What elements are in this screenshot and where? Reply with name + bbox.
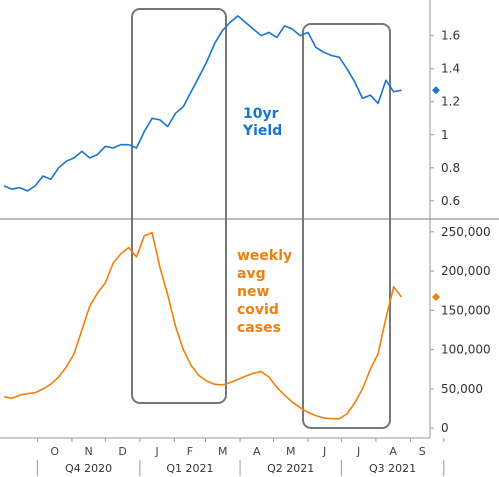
cases-axis-tick-label: 200,000: [441, 264, 491, 278]
x-axis-month-label: J: [322, 445, 326, 458]
q1-highlight-box: [131, 8, 227, 404]
yield-axis-tick-label: 1.4: [441, 62, 460, 76]
x-axis-quarter-label: Q2 2021: [267, 462, 314, 475]
cases-label-line: new: [237, 284, 269, 300]
x-axis-quarter-label: Q4 2020: [65, 462, 112, 475]
yield-label-line: Yield: [242, 123, 282, 139]
x-axis: O N D J F M A M J J A S Q4 2020 Q1 2021 Q2 2021 Q3 2021: [36, 438, 445, 476]
yield-axis: 0.6 0.8 1 1.2 1.4 1.6: [430, 29, 460, 208]
yield-series-line: [3, 15, 402, 192]
cases-label-line: covid: [237, 302, 279, 318]
cases-label-line: cases: [237, 320, 281, 336]
q3-highlight-box: [302, 23, 391, 429]
x-axis-month-label: D: [118, 445, 126, 458]
x-axis-month-label: N: [85, 445, 93, 458]
cases-latest-marker: [432, 293, 440, 302]
cases-axis-tick-label: 50,000: [441, 382, 483, 396]
cases-axis: 0 50,000 100,000 150,000 200,000 250,000: [430, 225, 491, 435]
cases-label-line: avg: [237, 266, 266, 282]
yield-axis-tick-label: 1.6: [441, 29, 460, 43]
x-axis-month-label: M: [286, 445, 296, 458]
cases-axis-tick-label: 100,000: [441, 343, 491, 357]
yield-axis-tick-label: 0.6: [441, 194, 460, 208]
x-axis-month-label: A: [389, 445, 397, 458]
cases-axis-tick-label: 0: [441, 421, 449, 435]
yield-label: 10yr Yield: [242, 106, 283, 139]
yield-axis-tick-label: 0.8: [441, 161, 460, 175]
x-axis-month-label: J: [356, 445, 360, 458]
x-axis-month-label: S: [419, 445, 426, 458]
cases-axis-tick-label: 250,000: [441, 225, 491, 239]
x-axis-month-label: J: [154, 445, 158, 458]
yield-label-line: 10yr: [243, 106, 279, 122]
yield-axis-tick-label: 1.2: [441, 95, 460, 109]
x-axis-month-label: O: [50, 445, 59, 458]
yield-axis-tick-label: 1: [441, 128, 449, 142]
x-axis-quarter-label: Q3 2021: [369, 462, 416, 475]
cases-series-line: [3, 231, 403, 420]
x-axis-month-label: A: [253, 445, 261, 458]
cases-label: weekly avg new covid cases: [237, 248, 297, 336]
cases-label-line: weekly: [237, 248, 292, 264]
yield-latest-marker: [432, 86, 440, 95]
x-axis-month-label: F: [187, 445, 193, 458]
cases-axis-tick-label: 150,000: [441, 303, 491, 317]
x-axis-month-label: M: [218, 445, 228, 458]
x-axis-quarter-label: Q1 2021: [166, 462, 213, 475]
